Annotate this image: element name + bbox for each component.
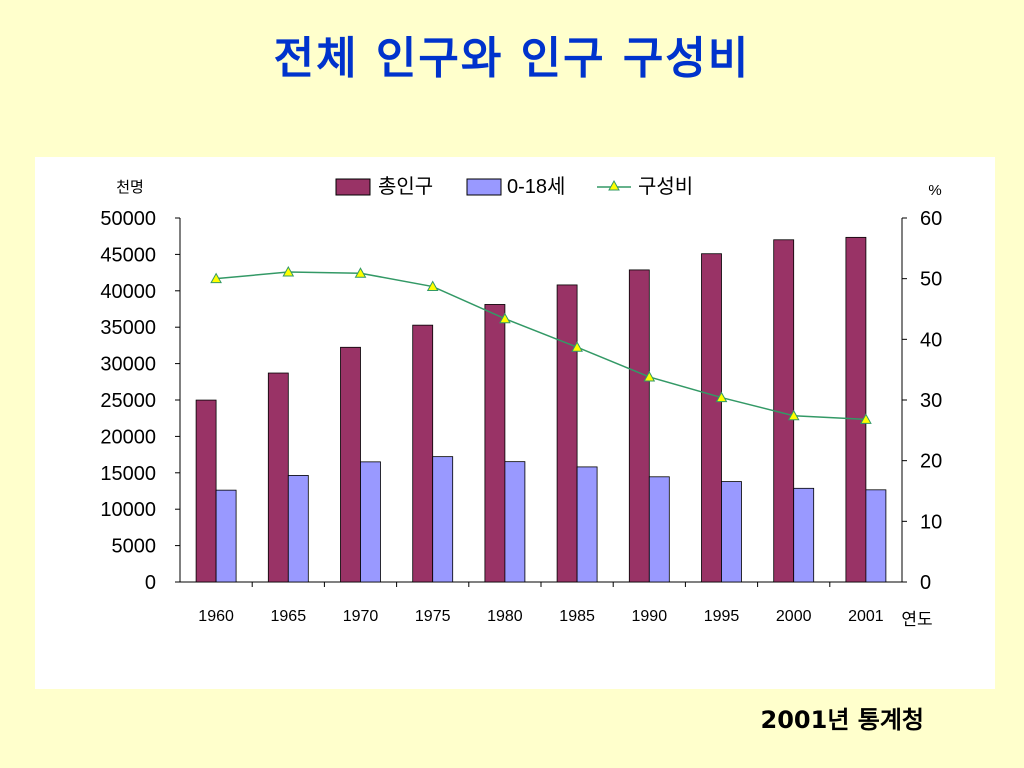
left-tick-label: 15000 bbox=[100, 463, 156, 485]
left-tick-label: 20000 bbox=[100, 426, 156, 448]
slide-title: 전체 인구와 인구 구성비 bbox=[273, 33, 751, 84]
bar-total-population bbox=[340, 346, 361, 583]
x-tick-label: 2001 bbox=[848, 608, 884, 625]
ratio-line-path bbox=[216, 271, 866, 421]
bar-youth-population bbox=[576, 466, 598, 583]
legend-marker-ratio bbox=[608, 179, 620, 191]
ratio-line bbox=[210, 265, 872, 424]
bar-total-population bbox=[195, 399, 217, 583]
left-tick-label: 10000 bbox=[100, 499, 156, 521]
legend-label-youth: 0-18세 bbox=[507, 175, 565, 198]
x-tick-label: 1990 bbox=[632, 608, 668, 625]
ratio-marker bbox=[643, 370, 656, 382]
ratio-marker bbox=[282, 265, 295, 277]
x-tick-label: 1970 bbox=[343, 608, 379, 625]
legend-swatch-youth bbox=[466, 178, 502, 196]
chart-bars bbox=[195, 236, 887, 583]
bar-youth-population bbox=[793, 487, 815, 583]
left-tick-label: 0 bbox=[145, 572, 156, 594]
bar-youth-population bbox=[721, 481, 742, 583]
ratio-marker bbox=[571, 341, 583, 352]
bar-youth-population bbox=[432, 456, 454, 583]
x-tick-label: 1960 bbox=[198, 608, 234, 625]
bar-total-population bbox=[701, 253, 722, 583]
bar-youth-population bbox=[504, 461, 526, 583]
legend-swatch-total bbox=[335, 178, 371, 196]
ratio-marker bbox=[354, 267, 367, 278]
right-axis-unit: % bbox=[928, 182, 941, 199]
bar-total-population bbox=[628, 269, 650, 583]
population-chart: 총인구 0-18세 구성비 천명 % 연도 050001000015000200… bbox=[100, 175, 942, 629]
bar-total-population bbox=[412, 324, 434, 583]
ratio-marker bbox=[499, 312, 511, 324]
bar-youth-population bbox=[360, 461, 381, 583]
x-tick-label: 1995 bbox=[704, 608, 740, 625]
left-tick-label: 40000 bbox=[100, 281, 156, 303]
left-tick-label: 30000 bbox=[100, 354, 156, 376]
chart-axes: 0 5000 10000 15000 20000 25000 30000 35000 40000… bbox=[100, 208, 942, 594]
bar-total-population bbox=[484, 304, 506, 583]
left-axis-unit: 천명 bbox=[116, 179, 144, 196]
bar-total-population bbox=[845, 236, 867, 583]
left-tick-label: 45000 bbox=[100, 244, 156, 266]
left-tick-label: 50000 bbox=[100, 208, 156, 230]
right-tick-label: 50 bbox=[920, 269, 942, 291]
right-tick-label: 10 bbox=[920, 511, 942, 533]
x-tick-label: 1975 bbox=[415, 608, 451, 625]
ratio-marker bbox=[787, 409, 800, 421]
ratio-marker bbox=[210, 272, 222, 284]
source-note: 2001년 통계청 bbox=[760, 706, 924, 734]
left-tick-label: 35000 bbox=[100, 317, 156, 339]
chart-legend: 총인구 0-18세 구성비 bbox=[335, 175, 693, 198]
x-tick-label: 1965 bbox=[271, 608, 307, 625]
x-tick-label: 1985 bbox=[559, 608, 595, 625]
legend-label-total: 총인구 bbox=[378, 175, 433, 198]
right-tick-label: 0 bbox=[920, 572, 931, 594]
x-axis-label: 연도 bbox=[901, 610, 932, 629]
x-tick-label: 2000 bbox=[776, 608, 812, 625]
x-tick-labels: 1960 1965 1970 1975 1980 1985 1990 1995 2000 2001 bbox=[198, 608, 883, 625]
right-tick-label: 20 bbox=[920, 451, 942, 473]
right-tick-label: 40 bbox=[920, 329, 942, 351]
bar-youth-population bbox=[287, 475, 309, 583]
legend-label-ratio: 구성비 bbox=[638, 175, 693, 198]
bar-youth-population bbox=[648, 476, 670, 583]
right-tick-label: 30 bbox=[920, 390, 942, 412]
ratio-marker bbox=[860, 413, 872, 424]
bar-total-population bbox=[556, 284, 578, 583]
left-tick-label: 25000 bbox=[100, 390, 156, 412]
ratio-marker bbox=[715, 391, 728, 403]
bar-youth-population bbox=[865, 489, 887, 583]
x-tick-label: 1980 bbox=[487, 608, 523, 625]
ratio-marker bbox=[426, 280, 439, 292]
left-tick-label: 5000 bbox=[112, 536, 157, 558]
chart-panel: 총인구 0-18세 구성비 천명 % 연도 0 5000 10000 15000 200… bbox=[35, 157, 995, 689]
bar-youth-population bbox=[215, 489, 237, 583]
right-tick-label: 60 bbox=[920, 208, 942, 230]
bar-total-population bbox=[267, 372, 289, 583]
